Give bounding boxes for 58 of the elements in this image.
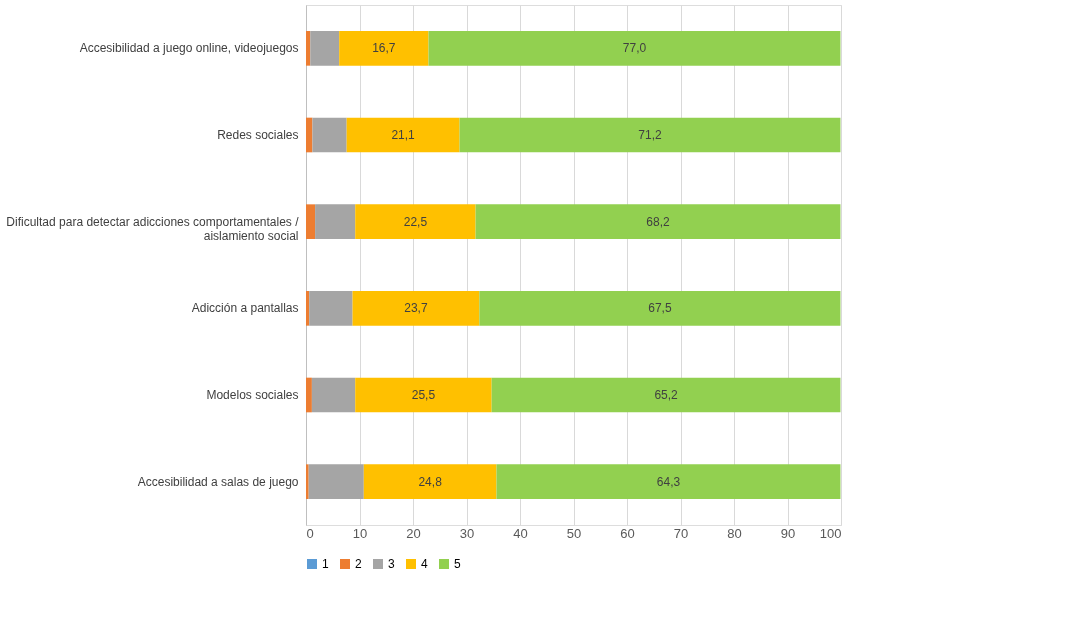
bar [309, 291, 353, 326]
bar [306, 204, 316, 239]
x-tick-label: 100 [819, 525, 842, 541]
y-tick-label: Modelos sociales [206, 388, 299, 402]
bar [496, 464, 841, 499]
bar [352, 291, 480, 326]
data-label: 77,0 [622, 41, 647, 56]
data-label: 21,1 [391, 128, 416, 142]
x-tick-label: 10 [352, 525, 368, 541]
bar [306, 377, 312, 413]
data-label: 24,8 [418, 474, 443, 489]
y-tick-label: Accesibilidad a salas de juego [137, 474, 299, 489]
bar [355, 204, 476, 239]
bar [311, 377, 356, 413]
bar [306, 291, 310, 326]
x-tick-label: 90 [780, 525, 796, 541]
y-tick-label: Adicción a pantallas [191, 301, 299, 316]
x-tick-label: 60 [620, 525, 635, 541]
data-label: 22,5 [403, 214, 428, 229]
bar [475, 204, 841, 239]
bar [306, 31, 311, 66]
x-tick-label: 20 [406, 525, 421, 541]
bar [308, 464, 364, 499]
data-label: 16,7 [372, 41, 396, 56]
data-label: 23,7 [404, 301, 428, 316]
bar [346, 117, 460, 153]
x-tick-label: 70 [673, 525, 689, 541]
bar [310, 31, 340, 66]
legend-label: 5 [454, 557, 461, 571]
bar [491, 377, 841, 413]
bar [306, 117, 313, 153]
bar [355, 377, 492, 413]
bar [315, 204, 356, 239]
x-tick-label: 50 [566, 525, 582, 541]
y-tick-label: Accesibilidad a juego online, videojuegos [79, 41, 299, 56]
data-label: 65,2 [654, 388, 679, 402]
y-tick-label: Redes sociales [217, 128, 299, 142]
x-tick-label: 0 [306, 525, 314, 541]
data-label: 25,5 [411, 388, 436, 402]
bar [363, 464, 497, 499]
bar [479, 291, 841, 326]
bar [312, 117, 347, 153]
x-tick-label: 30 [459, 525, 475, 541]
legend-label: 3 [388, 557, 395, 571]
x-tick-label: 40 [513, 525, 528, 541]
legend-label: 4 [421, 557, 428, 571]
data-label: 68,2 [646, 214, 671, 229]
bar [428, 31, 841, 66]
bar [306, 464, 309, 499]
bar [459, 117, 841, 153]
data-label: 67,5 [648, 301, 672, 316]
y-tick-label: Dificultad para detectar adicciones comportamentales / aislamiento social [6, 214, 300, 243]
legend-label: 2 [355, 557, 362, 571]
legend-label: 1 [322, 557, 329, 571]
data-label: 64,3 [656, 474, 681, 489]
data-label: 71,2 [638, 128, 663, 142]
bar [339, 31, 429, 66]
x-tick-label: 80 [727, 525, 742, 541]
